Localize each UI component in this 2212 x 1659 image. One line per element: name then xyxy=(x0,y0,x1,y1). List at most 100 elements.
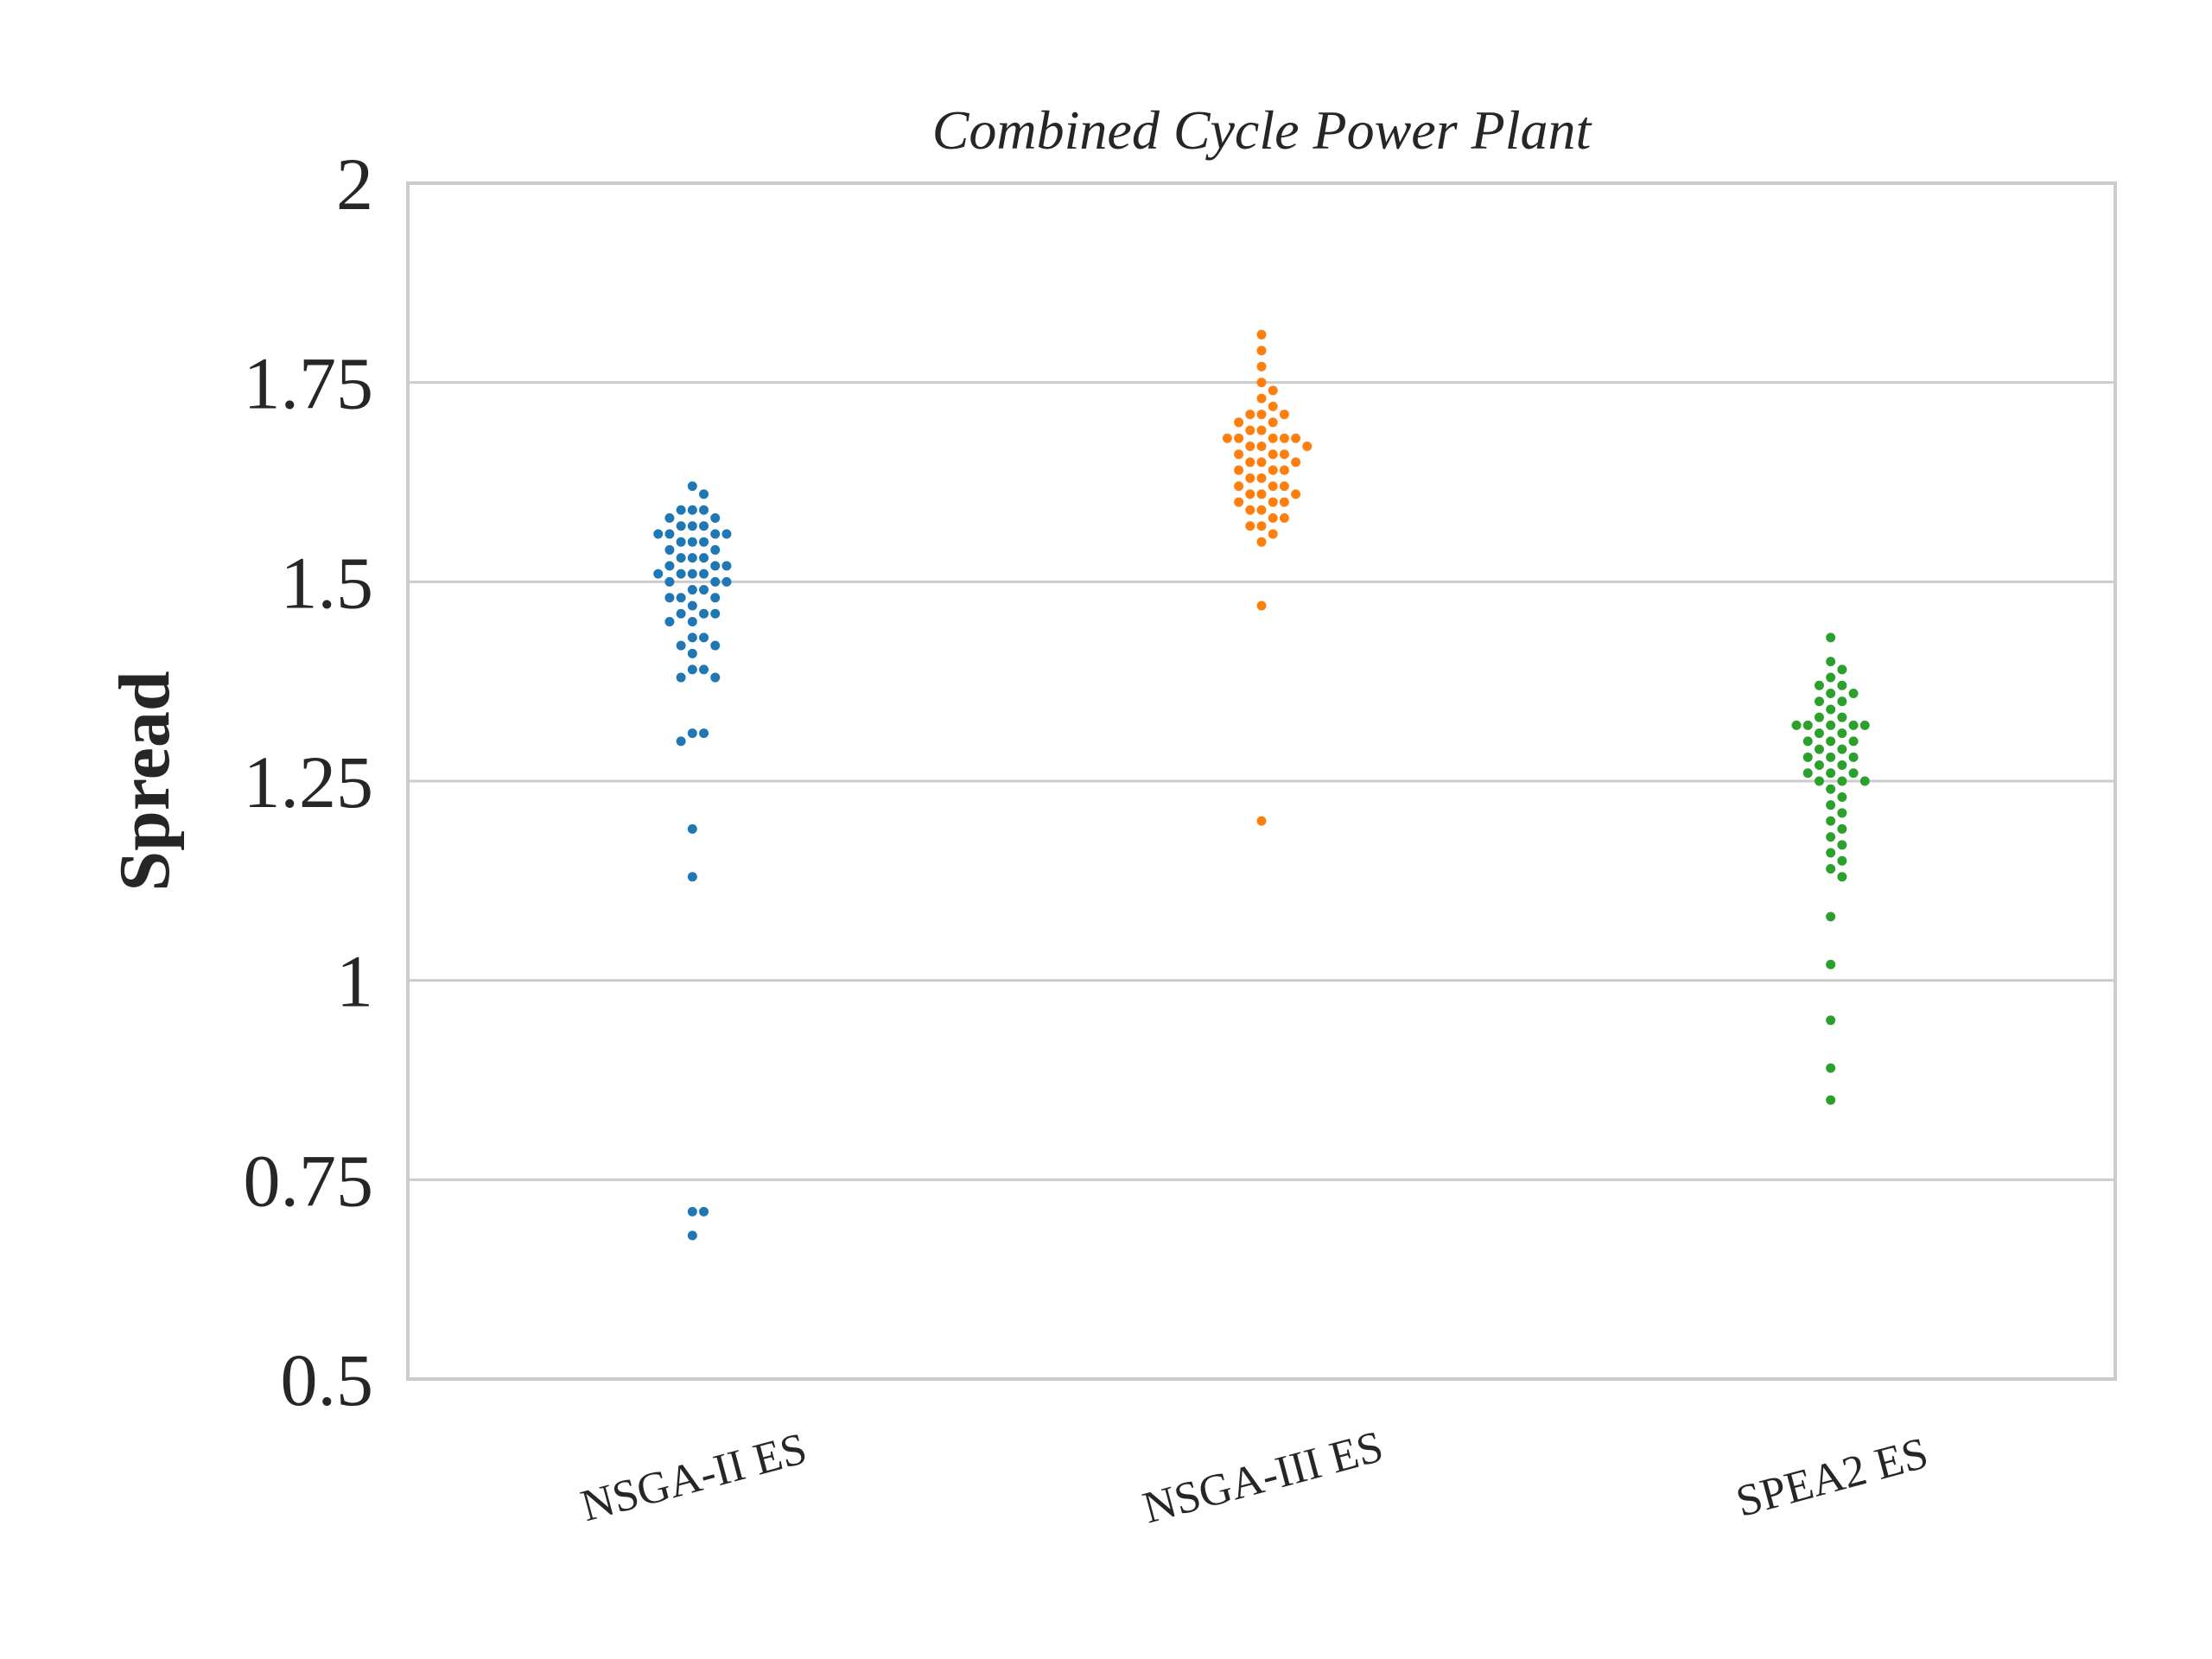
data-point xyxy=(1826,657,1836,667)
data-point xyxy=(721,576,732,587)
data-point xyxy=(1791,720,1802,730)
data-point xyxy=(1256,361,1267,372)
data-point xyxy=(699,569,709,579)
data-point xyxy=(699,664,709,675)
data-point xyxy=(699,632,709,643)
data-point xyxy=(687,616,697,626)
data-point xyxy=(664,544,675,555)
data-point xyxy=(699,537,709,547)
data-point xyxy=(699,521,709,531)
data-point xyxy=(1826,672,1836,683)
data-point xyxy=(676,537,686,547)
y-axis-label: Spread xyxy=(105,671,185,891)
data-point xyxy=(687,601,697,611)
data-point xyxy=(710,608,721,619)
data-point xyxy=(699,1206,709,1217)
data-point xyxy=(687,569,697,579)
x-tick-label: NSGA-II ES xyxy=(576,1424,812,1531)
data-point xyxy=(1256,489,1267,499)
data-point xyxy=(699,728,709,739)
data-point xyxy=(1234,449,1244,460)
data-point xyxy=(687,537,697,547)
data-point xyxy=(1256,393,1267,404)
data-point xyxy=(687,823,697,834)
y-tick-label: 0.75 xyxy=(244,1139,374,1222)
x-tick-label: NSGA-III ES xyxy=(1138,1422,1389,1534)
data-point xyxy=(676,553,686,563)
data-point xyxy=(1268,513,1278,524)
data-point xyxy=(1268,433,1278,443)
data-point xyxy=(1826,752,1836,762)
data-point xyxy=(1802,768,1813,779)
data-point xyxy=(1826,736,1836,747)
y-tick-labels: 0.5 0.75 1 1.25 1.5 1.75 2 xyxy=(244,143,374,1421)
data-point xyxy=(664,513,675,524)
y-tick-label: 1.5 xyxy=(281,541,374,624)
data-point xyxy=(687,553,697,563)
data-point xyxy=(1814,680,1824,690)
data-point xyxy=(1848,736,1859,747)
data-point xyxy=(710,593,721,603)
y-tick-label: 1.75 xyxy=(244,342,374,425)
data-point xyxy=(1802,752,1813,762)
data-point xyxy=(687,664,697,675)
data-point xyxy=(676,640,686,651)
data-point xyxy=(710,513,721,524)
data-point xyxy=(1837,696,1847,707)
data-point xyxy=(1268,449,1278,460)
data-point xyxy=(1245,457,1255,467)
data-point xyxy=(1859,776,1870,786)
data-point xyxy=(1826,816,1836,826)
data-point xyxy=(1837,712,1847,722)
plot-frame xyxy=(406,181,2117,1381)
data-point xyxy=(710,544,721,555)
data-point xyxy=(710,672,721,683)
data-point xyxy=(653,569,664,579)
data-point xyxy=(1256,378,1267,388)
data-point xyxy=(664,593,675,603)
data-point xyxy=(1837,808,1847,818)
data-point xyxy=(1234,433,1244,443)
data-point xyxy=(1279,497,1289,507)
data-point xyxy=(1814,712,1824,722)
data-point xyxy=(699,505,709,515)
data-point xyxy=(1279,410,1289,420)
data-point xyxy=(1256,816,1267,826)
data-point xyxy=(687,585,697,595)
data-point xyxy=(1268,465,1278,475)
data-point xyxy=(687,648,697,658)
data-point xyxy=(676,593,686,603)
data-point xyxy=(1256,601,1267,611)
data-point xyxy=(1826,632,1836,643)
data-point xyxy=(721,561,732,571)
data-point xyxy=(710,529,721,539)
data-point xyxy=(699,489,709,499)
data-point xyxy=(687,1230,697,1241)
data-point xyxy=(1837,760,1847,771)
data-point xyxy=(1826,959,1836,969)
data-point xyxy=(676,505,686,515)
data-point xyxy=(1814,744,1824,754)
y-tick-label: 2 xyxy=(336,143,373,226)
data-point xyxy=(1256,521,1267,531)
data-point xyxy=(1245,489,1255,499)
data-point xyxy=(1837,872,1847,882)
y-tick-label: 1.25 xyxy=(244,741,374,823)
data-point xyxy=(1848,720,1859,730)
data-point xyxy=(1826,1095,1836,1105)
data-point xyxy=(1291,489,1301,499)
data-point xyxy=(699,585,709,595)
data-point xyxy=(1826,784,1836,794)
data-point xyxy=(1234,497,1244,507)
data-point xyxy=(687,521,697,531)
data-point xyxy=(1245,505,1255,515)
data-point xyxy=(676,569,686,579)
data-point xyxy=(1268,385,1278,396)
data-point xyxy=(1814,696,1824,707)
chart-title: Combined Cycle Power Plant xyxy=(932,99,1593,161)
data-point xyxy=(1279,481,1289,492)
data-point xyxy=(1256,473,1267,483)
data-point xyxy=(1268,529,1278,539)
data-point xyxy=(1859,720,1870,730)
